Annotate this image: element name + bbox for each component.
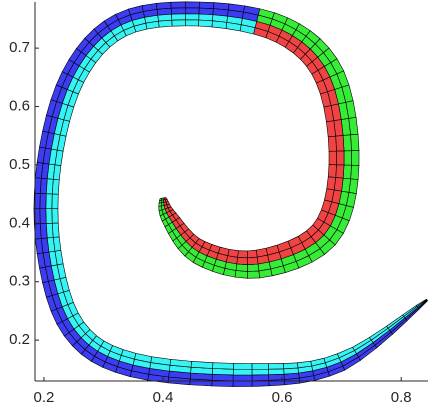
mesh-cell <box>350 164 360 180</box>
mesh-cell <box>45 193 53 209</box>
mesh-cell <box>158 19 173 28</box>
mesh <box>33 1 429 387</box>
mesh-cell <box>198 7 214 16</box>
mesh-cell <box>342 164 352 180</box>
mesh-cell <box>251 368 269 376</box>
mesh-cell <box>335 164 345 179</box>
mesh-cell <box>170 7 186 15</box>
mesh-cell <box>171 19 186 27</box>
mesh-cell <box>247 249 258 259</box>
y-tick-label: 0.7 <box>9 39 30 56</box>
mesh-cell <box>171 13 186 21</box>
y-tick-label: 0.2 <box>9 331 30 348</box>
mesh-cell <box>170 1 186 9</box>
mesh-cell <box>51 178 60 195</box>
y-tick-label: 0.3 <box>9 273 30 290</box>
mesh-cell <box>198 1 215 9</box>
mesh-cell <box>236 256 248 265</box>
mesh-cell <box>211 374 234 382</box>
mesh-cell <box>190 361 214 369</box>
mesh-cell <box>232 380 253 387</box>
mesh-cell <box>283 362 299 370</box>
mesh-cell <box>185 13 200 21</box>
mesh-cell <box>251 363 269 370</box>
mesh-cell <box>336 150 345 166</box>
mesh-cell <box>39 208 47 225</box>
mesh-cell <box>268 363 285 370</box>
mesh-cell <box>211 20 228 29</box>
mesh-cell <box>164 197 168 200</box>
mesh-cell <box>247 256 259 265</box>
mesh-cell <box>198 19 213 28</box>
x-tick-label: 0.6 <box>272 389 293 406</box>
mesh-cell <box>237 250 248 259</box>
axes: 0.2 0.4 0.6 0.8 0.2 0.3 0.4 0.5 0.6 0.7 <box>9 2 428 406</box>
mesh-cell <box>342 134 352 152</box>
mesh-cell <box>235 263 248 272</box>
mesh-cell <box>268 368 285 376</box>
mesh-cell <box>52 236 62 252</box>
x-tick-label: 0.8 <box>391 389 412 406</box>
mesh-cell <box>351 150 360 166</box>
mesh-cell <box>233 363 253 370</box>
mesh-cell <box>335 135 345 152</box>
mesh-cell <box>51 208 59 224</box>
mesh-cell <box>184 1 200 9</box>
mesh-cell <box>212 362 234 370</box>
mesh-cell <box>343 150 352 166</box>
mesh-cell <box>251 374 270 382</box>
x-tick-label: 0.2 <box>34 389 55 406</box>
mesh-cell <box>326 176 337 191</box>
mesh-cell <box>51 222 60 238</box>
mesh-cell <box>45 208 53 224</box>
mesh-cell <box>234 270 248 279</box>
y-tick-label: 0.4 <box>9 214 30 231</box>
mesh-cell <box>185 19 200 27</box>
y-tick-label: 0.5 <box>9 156 30 173</box>
mesh-cell <box>52 164 62 181</box>
mesh-cell <box>327 164 337 178</box>
mesh-cell <box>198 13 214 22</box>
x-tick-label: 0.4 <box>153 389 174 406</box>
mesh-cell <box>327 135 337 152</box>
mesh-cell <box>247 270 261 279</box>
mesh-cell <box>326 120 336 138</box>
mesh-cell <box>328 150 337 166</box>
mesh-cell <box>39 193 47 209</box>
mesh-cell <box>232 374 253 382</box>
mesh-cell <box>51 193 59 209</box>
y-tick-label: 0.6 <box>9 98 30 115</box>
mesh-cell <box>247 263 260 272</box>
mesh-cell <box>212 368 234 376</box>
mesh-cell <box>227 248 239 258</box>
mesh-cell <box>185 7 200 15</box>
mesh-cell <box>232 368 253 376</box>
mesh-cell <box>350 133 360 151</box>
